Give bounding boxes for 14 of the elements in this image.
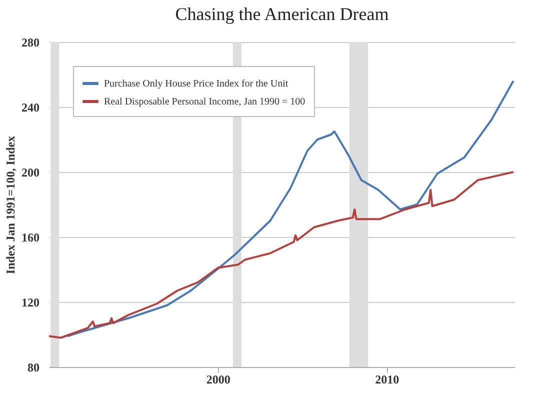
x-tick-label: 2010 bbox=[375, 372, 400, 386]
line-series bbox=[49, 171, 514, 339]
y-axis-title: Index Jan 1991=100, Index bbox=[4, 136, 18, 274]
y-tick-label: 240 bbox=[22, 100, 40, 114]
y-tick-label: 80 bbox=[28, 360, 40, 374]
line-series bbox=[66, 80, 514, 338]
y-tick-label: 280 bbox=[22, 36, 40, 50]
y-tick-label: 160 bbox=[22, 230, 40, 244]
y-tick-label: 120 bbox=[22, 296, 40, 310]
chart-title: Chasing the American Dream bbox=[175, 4, 389, 24]
legend-label: Real Disposable Personal Income, Jan 1990 = 100 bbox=[104, 96, 306, 108]
y-tick-label: 200 bbox=[22, 166, 40, 180]
legend-label: Purchase Only House Price Index for the Unit bbox=[104, 78, 288, 90]
x-tick-label: 2000 bbox=[206, 372, 230, 386]
